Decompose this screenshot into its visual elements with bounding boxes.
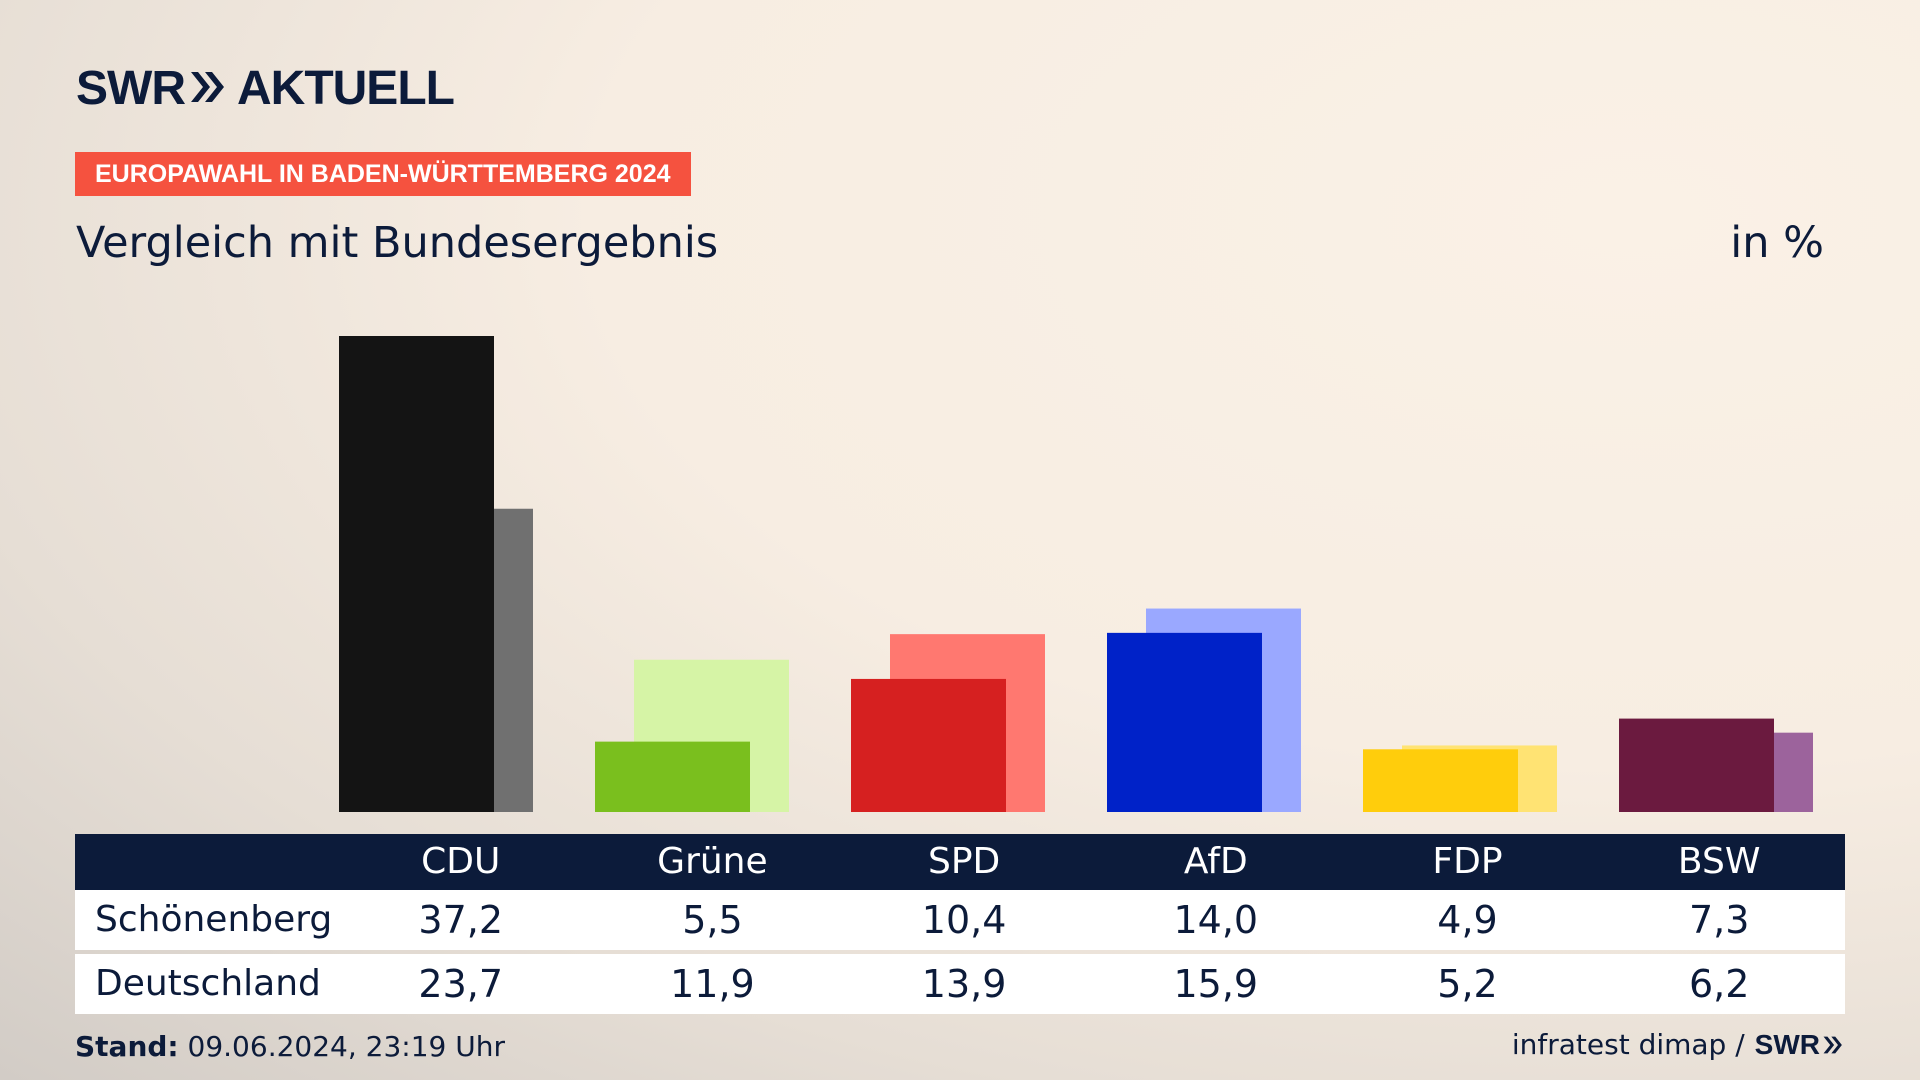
swr-aktuell-logo: SWR AKTUELL xyxy=(76,62,455,115)
results-table: CDU Grüne SPD AfD FDP BSW Schönenberg 37… xyxy=(75,834,1845,1014)
stand-label: Stand: xyxy=(75,1030,179,1063)
table-cell: 13,9 xyxy=(921,962,1007,1006)
table-cell: 5,2 xyxy=(1437,962,1498,1006)
bar-schoenenberg-grüne xyxy=(595,741,750,812)
double-chevron-right-icon xyxy=(1823,1036,1842,1053)
election-tag: EUROPAWAHL IN BADEN-WÜRTTEMBERG 2024 xyxy=(75,152,691,196)
swr-mini-logo: SWR xyxy=(1755,1029,1844,1061)
table-cell: 6,2 xyxy=(1688,962,1750,1006)
table-cell: 7,3 xyxy=(1688,898,1750,942)
chart-subtitle: Vergleich mit Bundesergebnis xyxy=(76,218,719,268)
unit-label: in % xyxy=(1730,218,1824,268)
header-spacer xyxy=(75,834,335,890)
bar-schoenenberg-bsw xyxy=(1619,718,1774,812)
table-cell: 10,4 xyxy=(921,898,1007,942)
table-header: CDU Grüne SPD AfD FDP BSW xyxy=(75,834,1845,890)
timestamp: Stand: 09.06.2024, 23:19 Uhr xyxy=(75,1030,505,1063)
header-party: CDU xyxy=(421,841,501,882)
logo-swr-text: SWR xyxy=(76,62,186,115)
logo-aktuell-text: AKTUELL xyxy=(236,62,455,115)
table-cell: 4,9 xyxy=(1437,898,1498,942)
table-row: Schönenberg 37,2 5,5 10,4 14,0 4,9 7,3 xyxy=(75,890,1845,950)
bar-schoenenberg-fdp xyxy=(1363,749,1518,812)
double-chevron-right-icon xyxy=(189,69,227,109)
stand-value: 09.06.2024, 23:19 Uhr xyxy=(187,1030,505,1063)
header-party: Grüne xyxy=(657,841,768,882)
bar-schoenenberg-cdu xyxy=(339,336,494,812)
header-party: BSW xyxy=(1677,841,1761,882)
mini-logo-text: SWR xyxy=(1754,1028,1820,1060)
source-credit: infratest dimap / SWR xyxy=(1512,1028,1844,1061)
table-row: Deutschland 23,7 11,9 13,9 15,9 5,2 6,2 xyxy=(75,954,1845,1014)
row-label: Schönenberg xyxy=(95,899,333,940)
bar-chart xyxy=(339,336,1813,812)
header-party: SPD xyxy=(927,841,1001,882)
table-cell: 23,7 xyxy=(418,962,504,1006)
table-cell: 15,9 xyxy=(1173,962,1259,1006)
bar-schoenenberg-afd xyxy=(1107,632,1262,812)
bar-schoenenberg-spd xyxy=(851,678,1006,812)
table-cell: 37,2 xyxy=(418,898,504,942)
table-cell: 14,0 xyxy=(1173,898,1259,942)
header-party: FDP xyxy=(1432,841,1503,882)
table-cell: 5,5 xyxy=(682,898,743,942)
source-text: infratest dimap / xyxy=(1511,1028,1745,1061)
row-label: Deutschland xyxy=(95,963,321,1004)
header-party: AfD xyxy=(1183,841,1248,882)
table-cell: 11,9 xyxy=(670,962,755,1006)
